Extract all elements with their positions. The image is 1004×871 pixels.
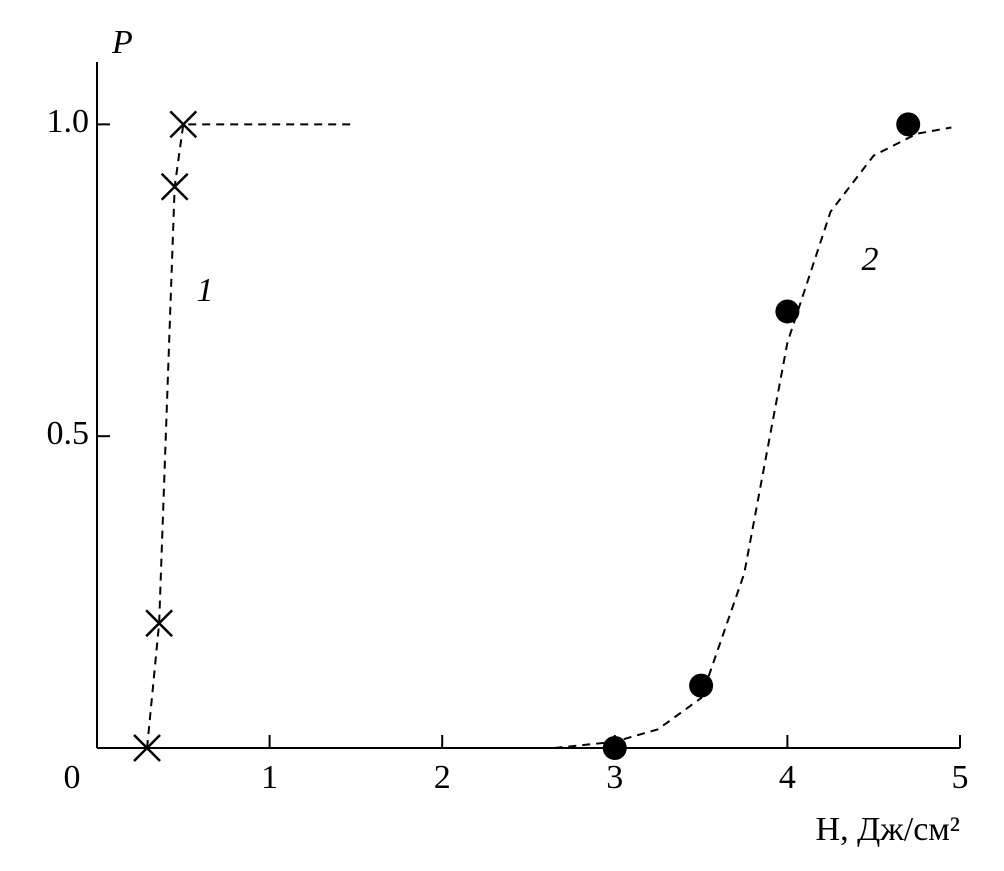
x-tick-label: 3	[606, 759, 623, 796]
x-axis-label: H, Дж/см²	[816, 811, 960, 848]
point	[160, 172, 189, 201]
x-tick-label: 0	[64, 759, 81, 796]
point	[145, 609, 174, 638]
point	[169, 110, 198, 139]
point	[896, 112, 921, 137]
point	[775, 299, 800, 324]
x-tick-label: 5	[952, 759, 969, 796]
x-tick-label: 1	[261, 759, 278, 796]
fit-line	[554, 126, 952, 749]
y-tick-label: 0.5	[47, 415, 90, 452]
x-tick-label: 4	[779, 759, 796, 796]
curve-label: 1	[197, 272, 214, 309]
point	[602, 736, 627, 760]
x-tick-label: 2	[434, 759, 451, 796]
curve-label: 2	[862, 241, 879, 278]
point	[133, 734, 161, 762]
y-tick-label: 1.0	[47, 103, 90, 140]
fit-line	[146, 123, 355, 749]
y-axis-label: P	[111, 24, 133, 61]
point	[689, 673, 714, 698]
